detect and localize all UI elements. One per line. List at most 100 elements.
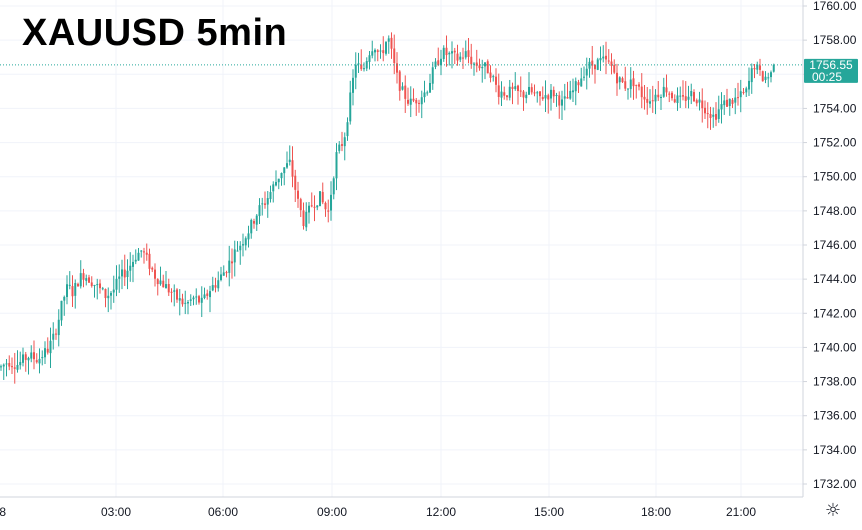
candle [489, 65, 492, 83]
candle-body [390, 37, 393, 49]
candles [0, 32, 775, 384]
candle-body [121, 269, 123, 277]
candle [506, 95, 508, 101]
candle-body [748, 80, 750, 90]
candle [767, 72, 770, 88]
candle [613, 59, 616, 74]
candle-body [514, 86, 517, 90]
candle-body [503, 92, 506, 96]
candle [220, 266, 222, 282]
candle-body [607, 60, 610, 62]
candle-body [429, 82, 431, 93]
candle-body [189, 299, 192, 301]
candle-body [41, 357, 44, 359]
candle [525, 91, 528, 104]
candle [566, 81, 569, 99]
candle-body [330, 194, 332, 211]
candle [38, 348, 41, 374]
candle-body [767, 77, 770, 79]
candle-body [423, 92, 426, 98]
candle [30, 345, 33, 363]
candle-body [250, 219, 253, 234]
candle [181, 293, 184, 307]
candle [346, 117, 349, 141]
candle-body [338, 144, 341, 151]
candle [539, 91, 541, 106]
candle-body [618, 77, 621, 83]
candle [200, 286, 203, 318]
candle [401, 82, 404, 91]
candle [134, 249, 137, 265]
gear-icon[interactable]: ☼ [824, 500, 842, 521]
candle [288, 145, 291, 166]
candle [332, 176, 335, 200]
candle-body [52, 333, 55, 340]
candle [63, 295, 66, 316]
candle [415, 97, 418, 116]
candle-body [409, 98, 412, 105]
candle [737, 82, 739, 106]
price-axis[interactable]: 1760.001758.001756.001754.001752.001750.… [803, 0, 857, 491]
time-tick-label: 21:00 [726, 505, 756, 519]
candle-body [101, 288, 104, 290]
candle-body [195, 296, 198, 298]
candle [536, 90, 539, 103]
candle [275, 170, 277, 187]
candle-body [605, 55, 607, 60]
candle [159, 266, 162, 286]
candle-body [745, 88, 748, 93]
candle-body [676, 95, 679, 104]
candle [409, 86, 412, 118]
candle [649, 89, 651, 108]
candle-body [272, 184, 275, 192]
candle-body [8, 363, 11, 367]
candle [690, 83, 693, 105]
candle [16, 350, 19, 373]
candle [398, 69, 401, 101]
candle-body [640, 86, 643, 98]
candle [299, 197, 302, 218]
candle-body [156, 279, 159, 285]
candle [145, 243, 148, 261]
candle [365, 57, 368, 72]
candle [19, 351, 22, 370]
candle-body [753, 68, 756, 70]
candle-body [112, 289, 115, 293]
candle-body [184, 302, 187, 304]
candle-body [2, 364, 5, 367]
candle [723, 95, 726, 115]
candle-body [33, 352, 35, 360]
price-tick-label: 1758.00 [813, 33, 857, 47]
candle-body [701, 100, 704, 109]
candle-body [178, 298, 181, 301]
candle [624, 66, 627, 91]
candle-body [305, 211, 308, 228]
candle-body [569, 90, 572, 99]
candle-body [539, 91, 541, 97]
candle [668, 91, 671, 103]
candle [233, 240, 236, 277]
candle-body [577, 82, 580, 86]
candle [156, 278, 159, 296]
candle [459, 52, 462, 63]
candle [376, 49, 379, 62]
candle-body [426, 92, 429, 94]
candle [99, 279, 101, 294]
candle [203, 287, 206, 300]
time-axis[interactable]: 8 03:00 06:00 09:00 12:00 15:00 18:00 21:00 [0, 505, 756, 519]
candle-body [253, 221, 255, 224]
candle-body [148, 253, 151, 269]
candle [55, 328, 57, 340]
candle [228, 245, 231, 287]
time-tick-label: 06:00 [208, 505, 238, 519]
candle-body [541, 97, 544, 100]
candle [217, 271, 220, 292]
countdown-value: 00:25 [812, 70, 842, 84]
candle [310, 192, 313, 208]
candle-body [437, 60, 440, 66]
candle-body [35, 360, 38, 363]
candle-body [764, 76, 767, 80]
candle [374, 48, 376, 62]
